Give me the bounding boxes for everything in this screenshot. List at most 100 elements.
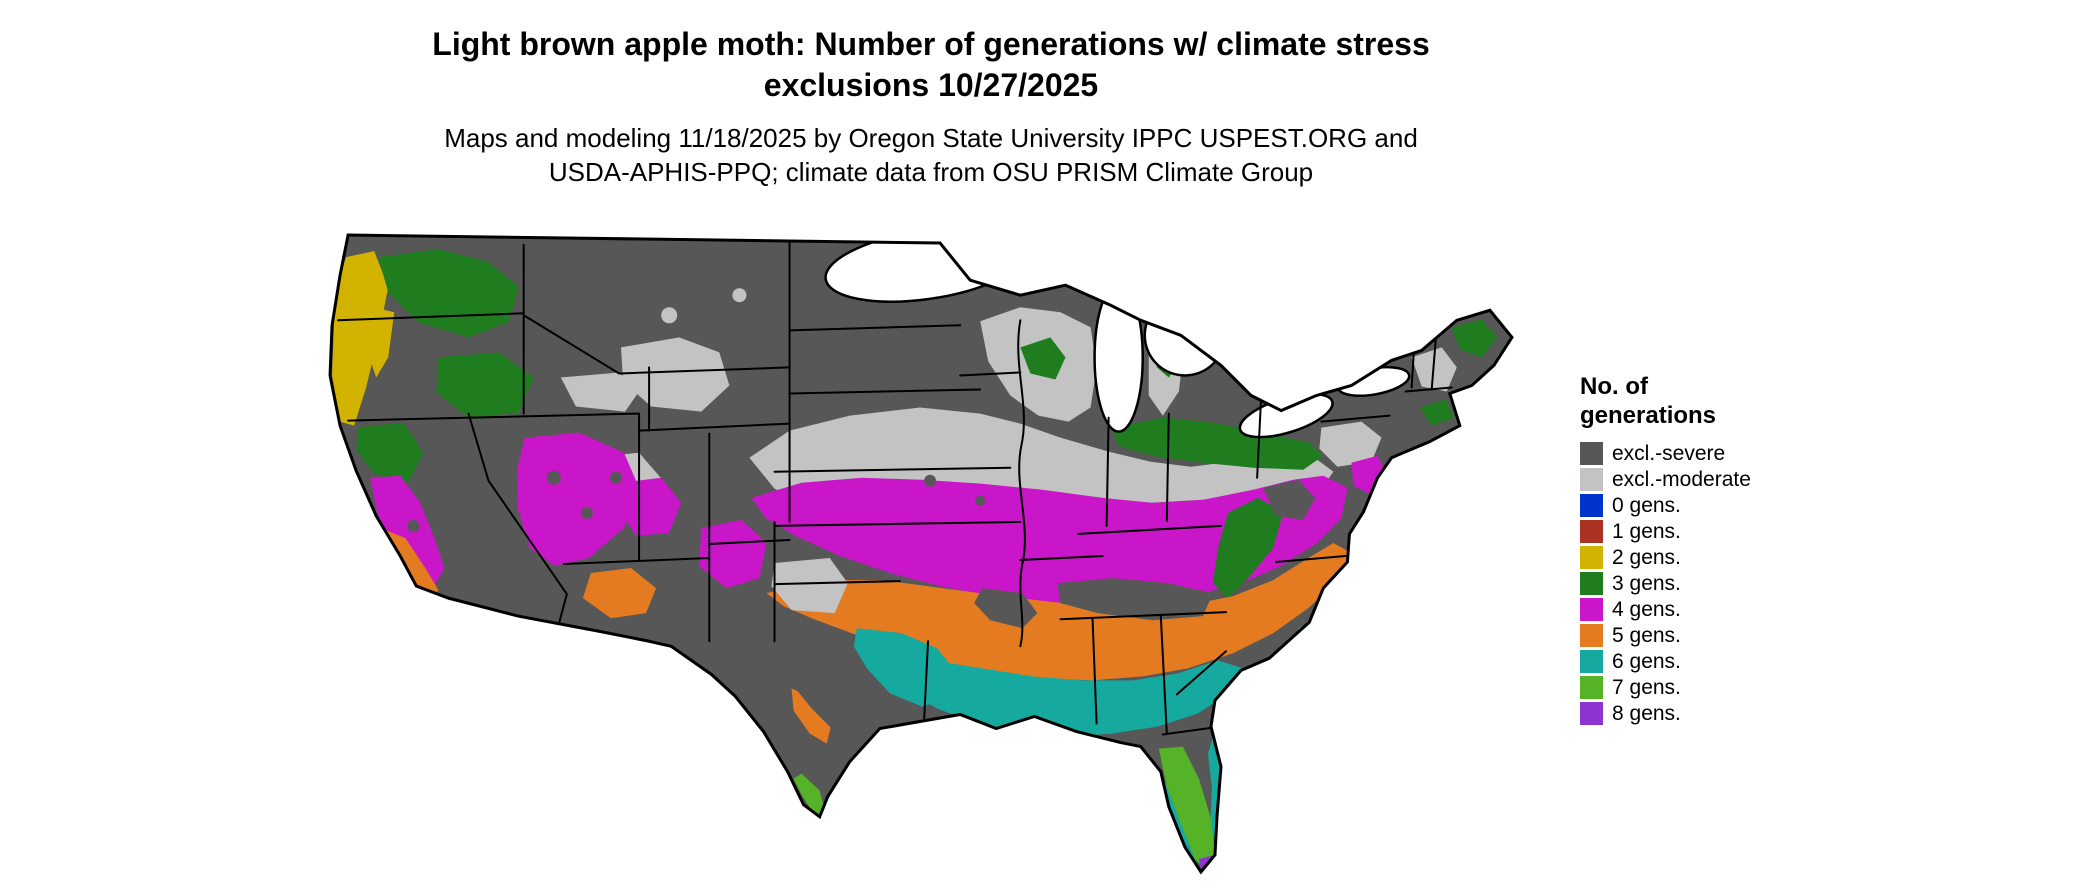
map-patch bbox=[1057, 578, 1213, 621]
map-region-excl-moderate-overlay bbox=[771, 558, 848, 614]
map-patch bbox=[751, 618, 880, 744]
us-generations-map bbox=[318, 225, 1522, 887]
map-patch bbox=[699, 519, 767, 589]
legend-swatch bbox=[1580, 468, 1603, 492]
legend-item: 7 gens. bbox=[1580, 675, 1860, 701]
map-patch bbox=[1112, 417, 1324, 470]
state-border-line bbox=[1077, 524, 1223, 535]
legend-item: 4 gens. bbox=[1580, 597, 1860, 623]
lake-michigan bbox=[1093, 281, 1144, 433]
page-title: Light brown apple moth: Number of genera… bbox=[432, 24, 1429, 106]
state-border-line bbox=[773, 580, 901, 586]
us-outline bbox=[328, 233, 1514, 875]
state-border-line bbox=[1017, 319, 1026, 648]
legend-swatch bbox=[1580, 494, 1603, 518]
us-map-svg bbox=[328, 233, 1514, 875]
map-patch bbox=[830, 431, 849, 450]
state-border-line bbox=[467, 412, 568, 626]
state-border-line bbox=[1165, 412, 1170, 522]
state-border-line bbox=[773, 520, 1022, 527]
map-patch bbox=[924, 474, 937, 487]
legend-item: 1 gens. bbox=[1580, 519, 1860, 545]
map-patch bbox=[1451, 319, 1497, 358]
legend-swatch bbox=[1580, 546, 1603, 570]
page-title-line1: Light brown apple moth: Number of genera… bbox=[432, 26, 1430, 62]
map-patch bbox=[366, 307, 395, 378]
map-patch bbox=[853, 628, 958, 707]
map-patch bbox=[791, 688, 832, 744]
map-region-excl-severe-overlays bbox=[407, 449, 1316, 744]
legend-item: 3 gens. bbox=[1580, 571, 1860, 597]
map-patch bbox=[332, 251, 389, 426]
state-border-line bbox=[562, 557, 711, 566]
page-title-line2: exclusions 10/27/2025 bbox=[763, 66, 1099, 103]
legend-label: 0 gens. bbox=[1612, 494, 1681, 518]
map-patch bbox=[771, 558, 848, 614]
state-border-line bbox=[1256, 396, 1263, 479]
state-border-line bbox=[923, 640, 930, 724]
legend-item: 6 gens. bbox=[1580, 649, 1860, 675]
map-patch bbox=[751, 475, 1348, 607]
page-subtitle: Maps and modeling 11/18/2025 by Oregon S… bbox=[444, 122, 1418, 190]
map-region-8-gens bbox=[815, 814, 1217, 872]
legend-label: 1 gens. bbox=[1612, 520, 1681, 544]
legend-swatch bbox=[1580, 702, 1603, 726]
legend-item: excl.-severe bbox=[1580, 441, 1860, 467]
state-border-line bbox=[1159, 615, 1168, 735]
state-border-line bbox=[1175, 650, 1228, 696]
state-border-line bbox=[708, 538, 791, 545]
map-patch bbox=[580, 506, 593, 519]
map-patch bbox=[356, 422, 424, 483]
legend-label: 3 gens. bbox=[1612, 572, 1681, 596]
state-border-line bbox=[1091, 618, 1098, 725]
map-patch bbox=[732, 288, 747, 303]
map-region-4-gens bbox=[370, 432, 1388, 607]
map-colored-regions bbox=[332, 235, 1512, 872]
state-border-line bbox=[1404, 386, 1453, 393]
map-patch bbox=[619, 477, 682, 536]
lake-huron bbox=[1143, 293, 1227, 377]
map-patch bbox=[407, 519, 420, 532]
legend-label: excl.-severe bbox=[1612, 442, 1726, 466]
state-border-line bbox=[638, 422, 791, 432]
map-patch bbox=[546, 470, 561, 485]
state-border-line bbox=[337, 312, 525, 322]
state-border-line bbox=[1275, 554, 1347, 564]
page-subtitle-line2: USDA-APHIS-PPQ; climate data from OSU PR… bbox=[548, 156, 1314, 187]
state-border-line bbox=[1320, 414, 1391, 423]
map-patch bbox=[609, 471, 623, 484]
legend-swatch bbox=[1580, 650, 1603, 674]
page-subtitle-line1: Maps and modeling 11/18/2025 by Oregon S… bbox=[444, 123, 1418, 153]
legend-title-line1: No. of bbox=[1580, 373, 1648, 400]
legend-item: 2 gens. bbox=[1580, 545, 1860, 571]
legend-swatch bbox=[1580, 598, 1603, 622]
state-border-line bbox=[522, 314, 791, 375]
legend-label: 8 gens. bbox=[1612, 702, 1681, 726]
state-borders bbox=[337, 242, 1453, 736]
map-patch bbox=[1419, 399, 1454, 426]
legend-item: 0 gens. bbox=[1580, 493, 1860, 519]
state-border-line bbox=[1105, 416, 1110, 527]
map-patch bbox=[881, 653, 1244, 737]
state-border-line bbox=[959, 371, 1022, 377]
map-patch bbox=[517, 432, 640, 567]
legend-swatch bbox=[1580, 442, 1603, 466]
map-region-3-gens-east bbox=[1112, 417, 1324, 599]
legend-label: 6 gens. bbox=[1612, 650, 1681, 674]
legend-label: 5 gens. bbox=[1612, 624, 1681, 648]
map-patch bbox=[370, 475, 445, 587]
map-patch bbox=[436, 352, 534, 418]
legend-title: No. of generations bbox=[1580, 372, 1860, 431]
legend-item: 5 gens. bbox=[1580, 623, 1860, 649]
map-patch bbox=[1319, 421, 1382, 467]
legend-swatch bbox=[1580, 624, 1603, 648]
legend-label: excl.-moderate bbox=[1612, 468, 1751, 492]
legend-label: 7 gens. bbox=[1612, 676, 1681, 700]
map-patch bbox=[560, 372, 640, 412]
legend: No. of generations excl.-severe excl.-mo… bbox=[1580, 372, 1860, 727]
map-patch bbox=[661, 307, 678, 324]
map-patch bbox=[1020, 337, 1066, 380]
map-patch bbox=[1263, 479, 1316, 520]
legend-label: 2 gens. bbox=[1612, 546, 1681, 570]
state-border-line bbox=[773, 466, 1012, 473]
